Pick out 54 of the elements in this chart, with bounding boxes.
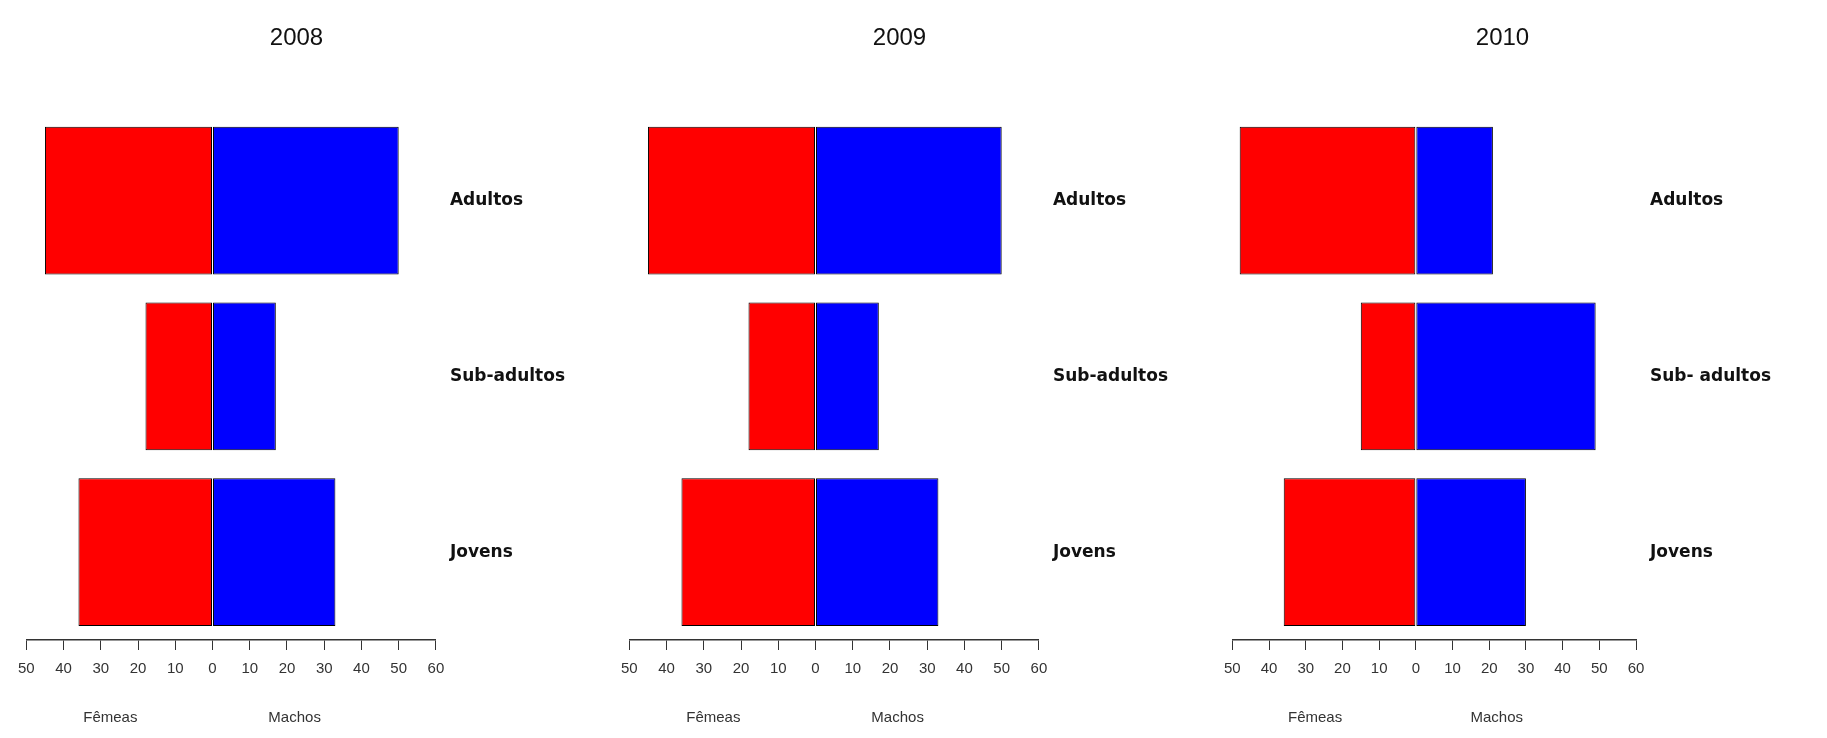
x-tick-label: 20 bbox=[881, 659, 899, 677]
x-tick-label: 50 bbox=[390, 659, 408, 677]
x-tick-label: 60 bbox=[1030, 659, 1048, 677]
x-tick-label: 30 bbox=[92, 659, 110, 677]
text: Fêmeas bbox=[1288, 708, 1343, 725]
y-tick-label: Jovens bbox=[448, 540, 513, 561]
x-tick-label: 30 bbox=[1297, 659, 1315, 677]
x-tick-label: 20 bbox=[1334, 659, 1351, 677]
x-tick-label: 30 bbox=[315, 659, 333, 677]
chart-title: 2010 bbox=[1475, 23, 1530, 51]
x-tick-label: 60 bbox=[427, 659, 445, 677]
x-tick-label: 0 bbox=[811, 659, 820, 677]
x-tick-label: 10 bbox=[844, 659, 862, 677]
text: Fêmeas bbox=[83, 708, 138, 725]
x-tick-label: 40 bbox=[55, 659, 72, 677]
x-tick-label: 20 bbox=[1480, 659, 1498, 677]
x-tick-label: 10 bbox=[166, 659, 184, 677]
x-tick-label: 30 bbox=[1517, 659, 1535, 677]
x-tick-label: 40 bbox=[956, 659, 973, 677]
y-tick-label: Adultos bbox=[1052, 189, 1127, 210]
x-tick-label: 50 bbox=[993, 659, 1011, 677]
x-tick-label: 60 bbox=[1627, 659, 1645, 677]
x-tick-label: 20 bbox=[129, 659, 147, 677]
x-tick-label: 20 bbox=[732, 659, 750, 677]
x-tick-label: 40 bbox=[353, 659, 370, 677]
text: Fêmeas bbox=[686, 708, 741, 725]
text: Machos bbox=[1470, 708, 1524, 725]
chart-title: 2009 bbox=[872, 23, 927, 51]
x-tick-label: 0 bbox=[208, 659, 217, 677]
x-tick-label: 40 bbox=[658, 659, 675, 677]
y-tick-label: Adultos bbox=[449, 189, 524, 210]
x-tick-label: 40 bbox=[1554, 659, 1571, 677]
x-tick-label: 10 bbox=[1370, 659, 1388, 677]
y-tick-label: Jovens bbox=[1051, 540, 1116, 561]
x-tick-label: 10 bbox=[769, 659, 787, 677]
x-tick-label: 50 bbox=[1224, 659, 1241, 677]
x-tick-label: 30 bbox=[918, 659, 936, 677]
x-tick-label: 20 bbox=[278, 659, 296, 677]
text: Machos bbox=[268, 708, 321, 725]
x-tick-label: 10 bbox=[1444, 659, 1461, 677]
x-tick-label: 10 bbox=[241, 659, 259, 677]
x-tick-label: 40 bbox=[1260, 659, 1278, 677]
chart-title: 2008 bbox=[269, 23, 324, 51]
x-tick-label: 50 bbox=[621, 659, 638, 677]
y-tick-label: Adultos bbox=[1650, 189, 1724, 210]
x-tick-label: 0 bbox=[1411, 659, 1420, 677]
x-tick-label: 30 bbox=[695, 659, 713, 677]
y-tick-label: Sub- adultos bbox=[1650, 364, 1771, 385]
text: Machos bbox=[871, 708, 924, 725]
y-tick-label: Jovens bbox=[1649, 540, 1713, 561]
x-tick-label: 50 bbox=[1590, 659, 1608, 677]
y-tick-label: Sub-adultos bbox=[1052, 364, 1169, 385]
x-tick-label: 50 bbox=[18, 659, 35, 677]
y-tick-label: Sub-adultos bbox=[449, 364, 566, 385]
